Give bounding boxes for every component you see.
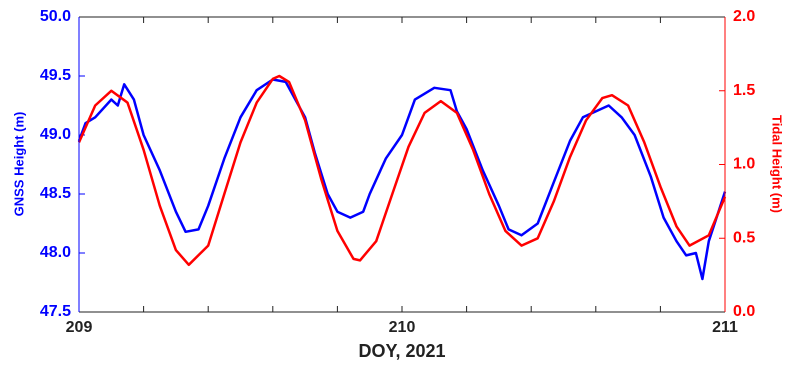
- y-tick-label: 49.5: [40, 67, 71, 84]
- y-tick-label: 48.5: [40, 185, 71, 202]
- y-tick-label: 47.5: [40, 303, 71, 320]
- y2-tick-label: 0.5: [733, 229, 755, 246]
- line-series: [77, 74, 727, 267]
- x-tick-label: 211: [712, 319, 738, 336]
- x-tick-label: 209: [66, 319, 93, 336]
- y-tick-label: 50.0: [40, 8, 71, 25]
- y2-tick-label: 0.0: [733, 303, 755, 320]
- y2-tick-label: 2.0: [733, 8, 755, 25]
- y-axis-label: GNSS Height (m): [11, 112, 26, 217]
- y2-tick-label: 1.0: [733, 156, 755, 173]
- y-tick-label: 49.0: [40, 126, 71, 143]
- x-tick-label: 210: [389, 319, 416, 336]
- y-tick-label: 48.0: [40, 244, 71, 261]
- y2-tick-label: 1.5: [733, 82, 755, 99]
- line-series: [77, 78, 727, 281]
- x-axis-label: DOY, 2021: [358, 341, 445, 361]
- y2-axis-label: Tidal Height (m): [770, 115, 785, 213]
